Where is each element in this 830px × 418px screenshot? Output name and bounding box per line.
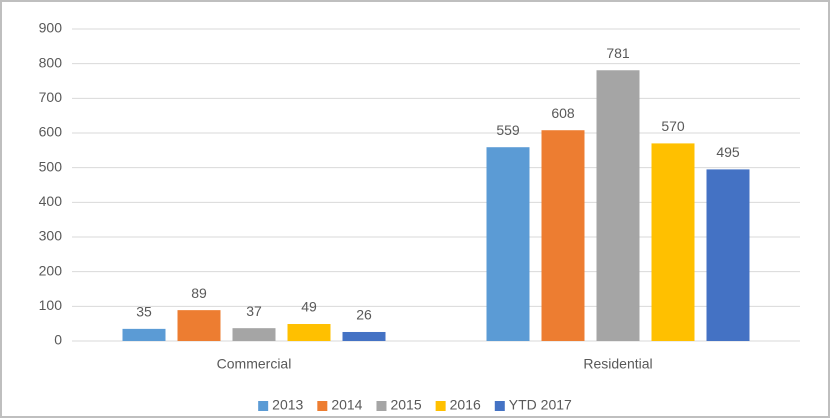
legend-label: YTD 2017 [509, 397, 572, 413]
bar [706, 169, 750, 341]
legend-swatch [258, 401, 269, 411]
y-tick-label: 600 [39, 124, 63, 140]
legend-swatch [435, 401, 446, 411]
legend-label: 2015 [390, 397, 421, 413]
y-tick-label: 400 [39, 193, 63, 209]
bar [596, 70, 640, 342]
bar [232, 328, 276, 341]
legend-swatch [317, 401, 328, 411]
data-label: 89 [191, 285, 207, 301]
bar [651, 143, 695, 341]
legend-swatch [376, 401, 387, 411]
x-tick-label: Commercial [217, 356, 292, 372]
bar [122, 328, 166, 341]
bar [287, 324, 331, 341]
y-tick-label: 300 [39, 228, 63, 244]
legend-label: 2016 [450, 397, 481, 413]
y-tick-label: 500 [39, 158, 63, 174]
data-label: 608 [551, 105, 575, 121]
data-label: 26 [356, 307, 372, 323]
bar [486, 147, 530, 341]
bar [541, 130, 585, 341]
bar [177, 310, 221, 341]
data-label: 495 [716, 144, 740, 160]
data-label: 35 [136, 304, 152, 320]
data-label: 37 [246, 303, 262, 319]
legend-swatch [494, 401, 505, 411]
y-tick-label: 0 [54, 332, 62, 348]
data-label: 49 [301, 299, 317, 315]
bar [342, 331, 386, 341]
legend-label: 2013 [272, 397, 303, 413]
data-label: 570 [661, 118, 685, 134]
y-tick-label: 900 [39, 20, 63, 36]
legend-label: 2014 [331, 397, 362, 413]
data-label: 781 [606, 45, 630, 61]
y-tick-label: 800 [39, 54, 63, 70]
y-tick-label: 200 [39, 262, 63, 278]
y-tick-label: 700 [39, 89, 63, 105]
x-tick-label: Residential [583, 356, 652, 372]
data-label: 559 [496, 122, 520, 138]
y-tick-label: 100 [39, 297, 63, 313]
